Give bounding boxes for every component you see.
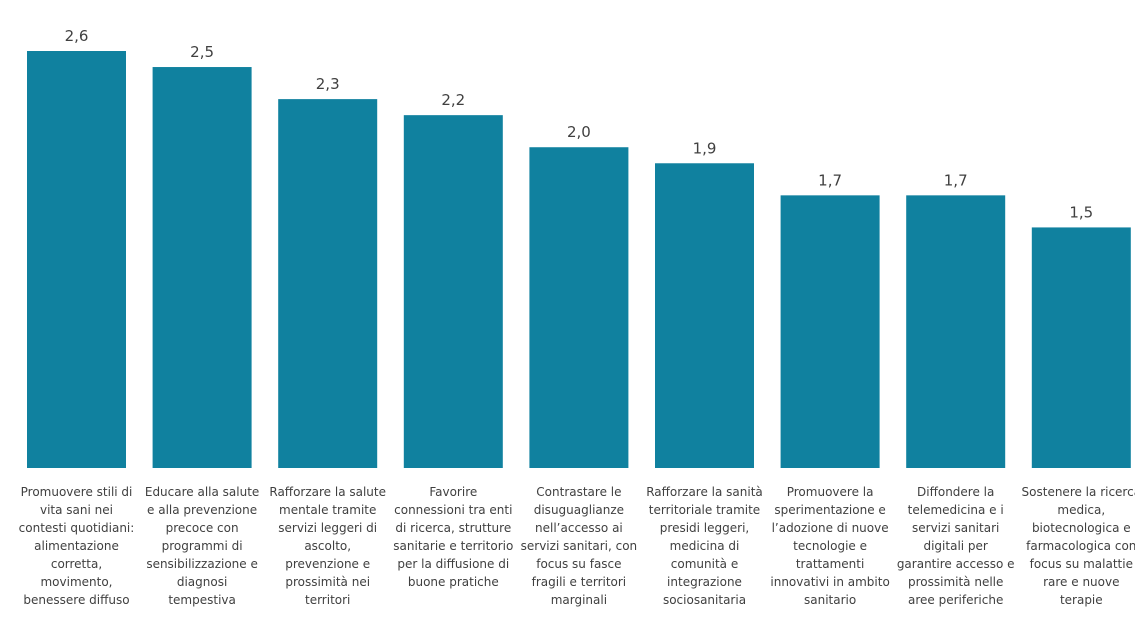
value-label: 1,9: [693, 139, 717, 157]
x-tick-label: Favorire connessioni tra enti di ricerca…: [393, 485, 514, 589]
bar: [780, 195, 880, 468]
x-tick-label: Rafforzare la salute mentale tramite ser…: [269, 485, 386, 607]
bar: [403, 115, 503, 469]
value-label: 2,2: [441, 91, 465, 109]
bar: [27, 51, 126, 468]
value-label: 1,7: [944, 171, 968, 189]
bar: [655, 163, 754, 468]
x-tick-label: Diffondere la telemedicina e i servizi s…: [896, 485, 1015, 607]
value-label: 2,6: [65, 27, 89, 45]
chart: 2,6 2,5 2,3 2,2 2,0 1,9 1,7 1,7 1,5: [27, 27, 1131, 469]
x-tick-label: Educare alla salute e alla prevenzione p…: [144, 485, 260, 607]
bar: [152, 67, 252, 469]
value-label: 1,7: [818, 171, 842, 189]
value-label: 2,0: [567, 123, 591, 141]
value-label: 2,3: [316, 75, 340, 93]
bar: [529, 147, 629, 468]
x-tick-label: Contrastare le disuguaglianze nell’acces…: [520, 485, 638, 607]
x-tick-label: Promuovere la sperimentazione e l’adozio…: [770, 485, 890, 607]
x-tick-label: Rafforzare la sanità territoriale tramit…: [646, 485, 763, 607]
bar: [906, 195, 1006, 468]
x-tick-label: Sostenere la ricerca medica, biotecnolog…: [1021, 485, 1135, 607]
value-label: 1,5: [1069, 203, 1093, 221]
x-tick-label: Promuovere stili di vita sani nei contes…: [18, 485, 135, 607]
value-label: 2,5: [190, 43, 214, 61]
bar: [278, 99, 378, 468]
bar: [1031, 227, 1131, 468]
